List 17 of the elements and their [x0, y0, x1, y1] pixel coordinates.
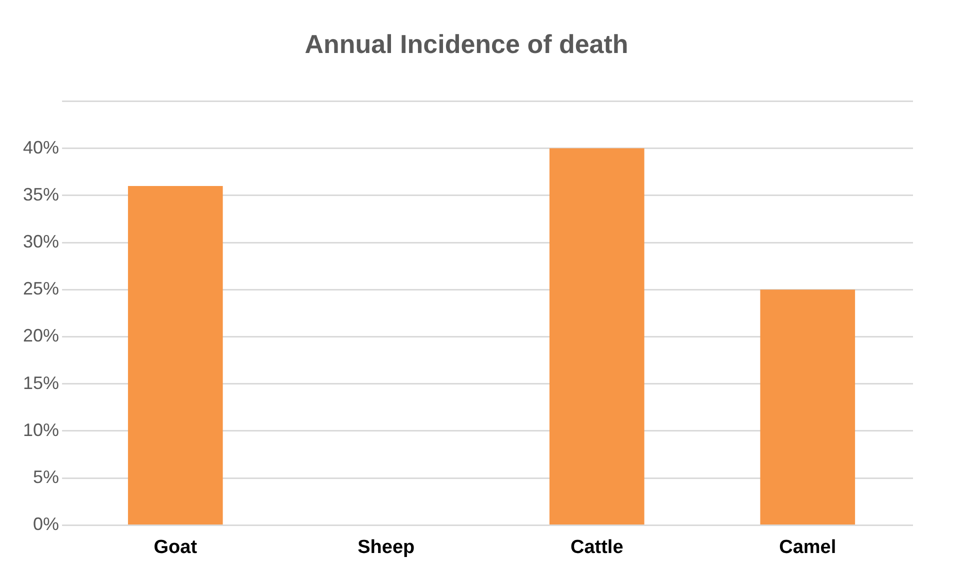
x-tick-label: Camel	[779, 536, 836, 558]
bar	[128, 186, 223, 524]
bar	[549, 148, 644, 524]
y-tick-label: 25%	[22, 278, 60, 299]
x-tick-label: Cattle	[570, 536, 624, 558]
y-tick-label: 5%	[33, 467, 60, 488]
chart-title: Annual Incidence of death	[304, 28, 628, 59]
x-tick-label: Sheep	[358, 536, 415, 558]
x-tick-label: Goat	[154, 536, 198, 558]
y-tick-label: 40%	[22, 137, 60, 158]
y-tick-label: 0%	[33, 514, 60, 534]
y-tick-label: 15%	[22, 372, 60, 393]
y-tick-label: 10%	[22, 420, 60, 440]
y-tick-label: 30%	[22, 232, 60, 252]
bar	[760, 290, 856, 524]
y-tick-label: 35%	[22, 184, 60, 204]
y-tick-label: 20%	[22, 326, 60, 346]
